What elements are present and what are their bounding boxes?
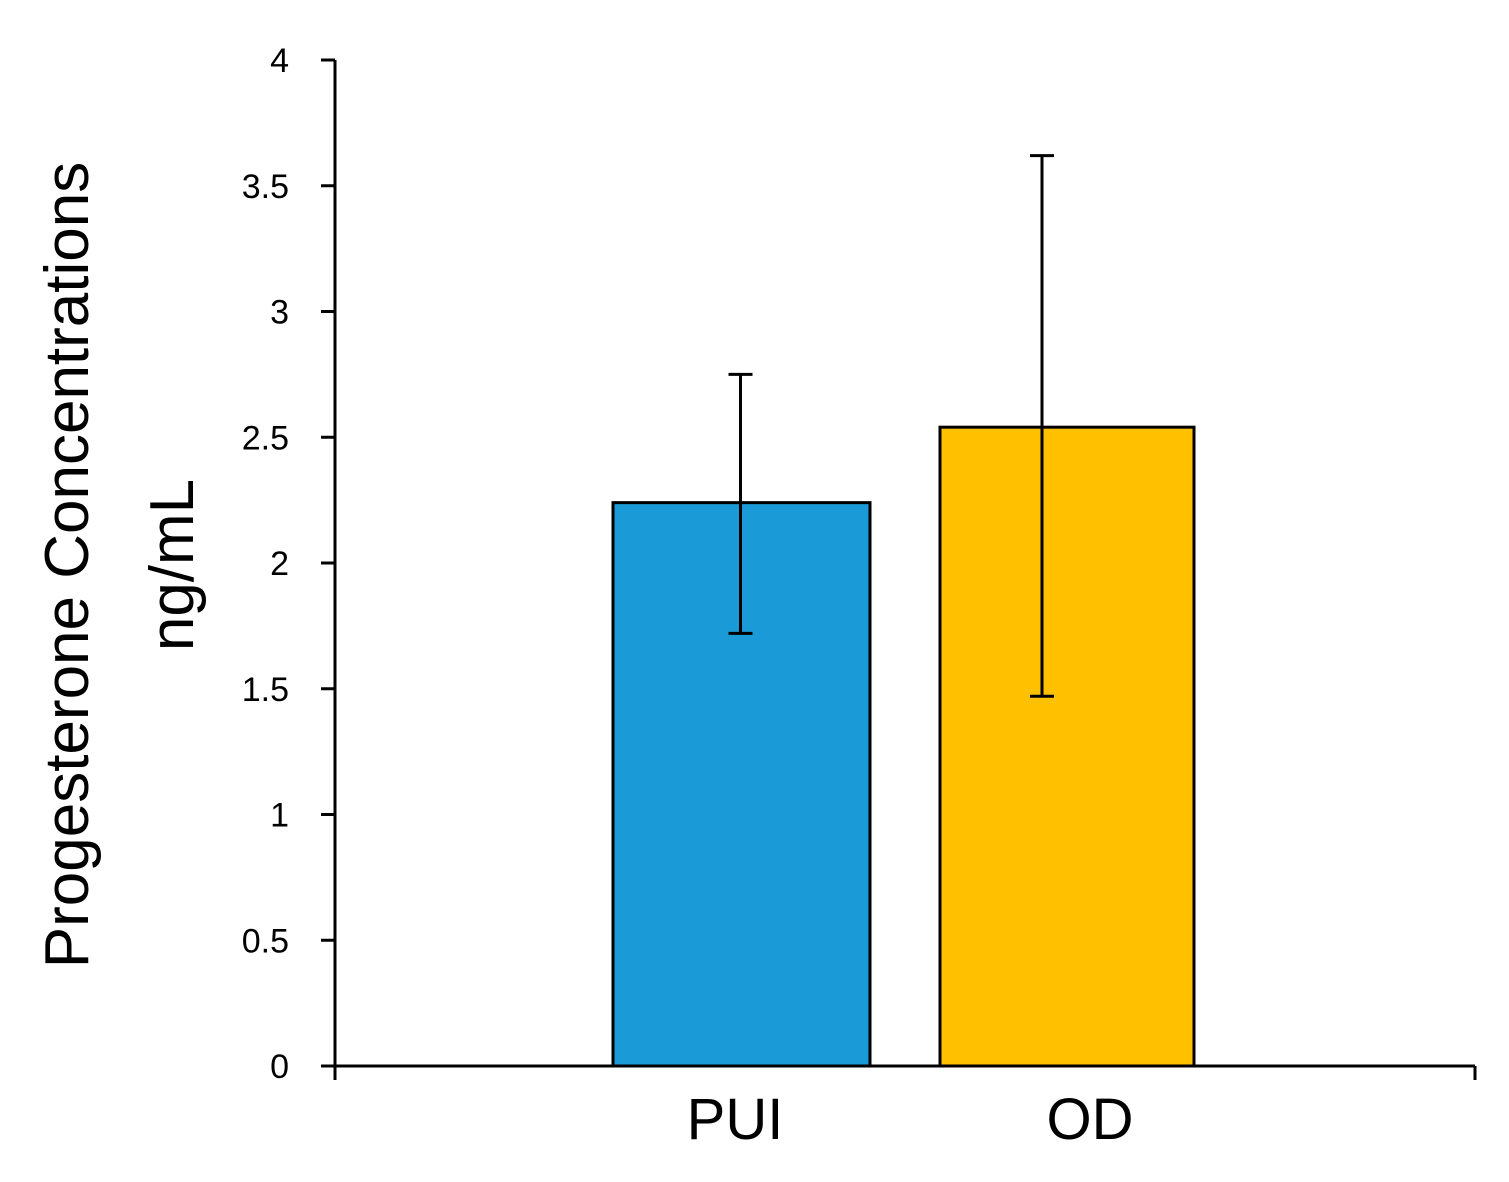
bar-od xyxy=(938,425,1196,1068)
y-tick-label: 1.5 xyxy=(242,671,289,709)
y-tick-label: 0 xyxy=(270,1048,289,1086)
y-tick-label: 3 xyxy=(270,294,289,332)
y-tick-label: 2.5 xyxy=(242,419,289,457)
y-tick-label: 2 xyxy=(270,545,289,583)
y-tick-label: 4 xyxy=(270,42,289,80)
y-tick-label: 3.5 xyxy=(242,168,289,206)
y-axis-title-line2: ng/mL xyxy=(138,479,207,651)
x-axis-labels: PUI OD xyxy=(687,1087,1134,1152)
x-tick-label: OD xyxy=(1047,1087,1134,1152)
y-axis-ticks: 0 0.5 1 1.5 2 2.5 3 3.5 4 xyxy=(242,42,335,1086)
y-tick-label: 1 xyxy=(270,797,289,835)
x-tick-label: PUI xyxy=(687,1087,784,1152)
y-axis-title-line1: Progesterone Concentrations xyxy=(33,162,102,968)
bars xyxy=(611,425,1196,1068)
axes xyxy=(321,60,1477,1080)
y-axis-title: Progesterone Concentrations ng/mL xyxy=(33,162,207,968)
error-bars xyxy=(728,154,1054,698)
y-tick-label: 0.5 xyxy=(242,922,289,960)
